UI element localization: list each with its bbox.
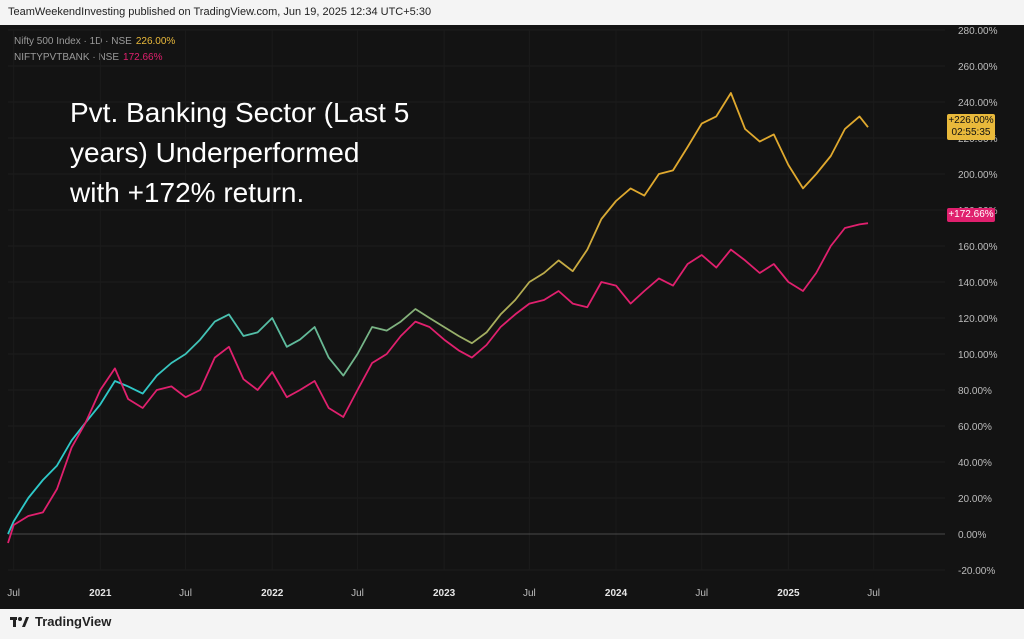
x-tick-label: Jul	[7, 588, 20, 599]
tradingview-logo[interactable]: TradingView	[10, 614, 111, 629]
annotation-line: with +172% return.	[70, 177, 305, 208]
legend-value: 172.66%	[123, 52, 163, 63]
price-tag-nifty500: +226.00% 02:55:35	[947, 114, 995, 140]
y-tick-label: 280.00%	[958, 26, 998, 37]
x-tick-label: 2025	[777, 588, 800, 599]
y-tick-label: 240.00%	[958, 98, 998, 109]
grid	[8, 29, 945, 571]
y-tick-label: 200.00%	[958, 170, 998, 181]
y-axis: 280.00%260.00%240.00%220.00%200.00%180.0…	[958, 26, 998, 577]
series-lines	[7, 92, 869, 544]
x-tick-label: Jul	[351, 588, 364, 599]
y-tick-label: 0.00%	[958, 530, 986, 541]
x-tick-label: Jul	[867, 588, 880, 599]
legend-value: 226.00%	[135, 36, 176, 47]
x-tick-label: Jul	[695, 588, 708, 599]
tradingview-wordmark: TradingView	[35, 614, 112, 629]
tradingview-icon	[10, 616, 29, 627]
y-tick-label: 160.00%	[958, 242, 998, 253]
y-tick-label: 120.00%	[958, 314, 998, 325]
price-tag-value: +172.66%	[948, 209, 994, 220]
x-tick-label: 2023	[433, 588, 456, 599]
y-tick-label: 20.00%	[958, 494, 992, 505]
publish-info: TeamWeekendInvesting published on Tradin…	[8, 6, 432, 18]
y-tick-label: -20.00%	[958, 566, 995, 577]
publish-bar: TeamWeekendInvesting published on Tradin…	[0, 0, 1024, 25]
y-tick-label: 100.00%	[958, 350, 998, 361]
x-tick-label: 2021	[89, 588, 112, 599]
series-line-pvtbank	[7, 222, 869, 544]
legend-item-nifty500[interactable]: Nifty 500 Index · 1D · NSE 226.00%	[14, 34, 175, 50]
price-tag-countdown: 02:55:35	[951, 127, 991, 138]
x-tick-label: 2024	[605, 588, 628, 599]
price-tag-value: +226.00%	[948, 115, 994, 126]
legend: Nifty 500 Index · 1D · NSE 226.00% NIFTYP…	[14, 34, 175, 66]
y-tick-label: 80.00%	[958, 386, 992, 397]
x-tick-label: Jul	[179, 588, 192, 599]
legend-item-pvtbank[interactable]: NIFTYPVTBANK · NSE 172.66%	[14, 50, 175, 66]
legend-label: NIFTYPVTBANK · NSE	[14, 52, 120, 63]
x-tick-label: Jul	[523, 588, 536, 599]
x-axis: Jul 2021 Jul 2022 Jul 2023 Jul 2024 Jul 2025 Jul	[7, 588, 880, 599]
x-tick-label: 2022	[261, 588, 284, 599]
price-tag-pvtbank: +172.66%	[947, 208, 995, 222]
annotation-text: Pvt. Banking Sector (Last 5 years) Under…	[70, 93, 500, 213]
series-line-nifty500	[7, 92, 869, 535]
y-tick-label: 140.00%	[958, 278, 998, 289]
footer-bar	[0, 609, 1024, 639]
y-tick-label: 260.00%	[958, 62, 998, 73]
annotation-line: Pvt. Banking Sector (Last 5	[70, 97, 410, 128]
annotation-line: years) Underperformed	[70, 137, 360, 168]
legend-label: Nifty 500 Index · 1D · NSE	[14, 36, 132, 47]
y-tick-label: 60.00%	[958, 422, 992, 433]
y-tick-label: 40.00%	[958, 458, 992, 469]
